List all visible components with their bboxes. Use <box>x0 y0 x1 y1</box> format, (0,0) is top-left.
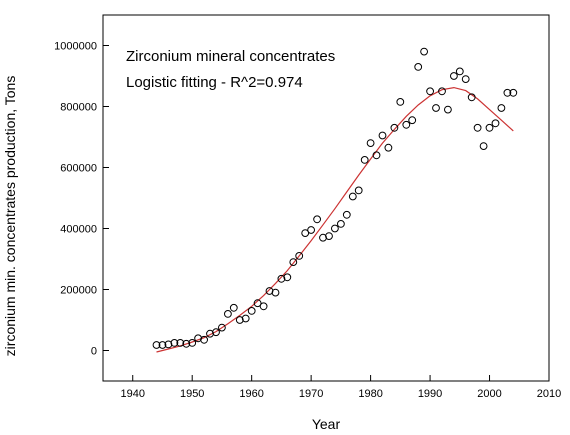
data-point <box>384 143 393 152</box>
data-point <box>253 299 262 308</box>
data-point <box>247 307 256 315</box>
data-point <box>450 72 458 80</box>
data-point <box>432 104 440 112</box>
y-tick-label: 600000 <box>60 163 97 175</box>
data-point <box>372 151 381 160</box>
data-point <box>224 310 232 318</box>
data-point <box>176 339 185 347</box>
data-point <box>313 215 322 224</box>
data-point <box>461 75 470 83</box>
data-point <box>354 186 363 195</box>
data-point <box>152 341 161 349</box>
data-point <box>289 258 298 267</box>
data-point <box>503 88 512 97</box>
data-point <box>271 288 280 297</box>
plot-frame <box>102 14 550 382</box>
data-point <box>485 123 494 132</box>
data-point <box>301 229 310 238</box>
data-point <box>348 192 357 201</box>
scatter-points <box>152 47 518 349</box>
fit-curve <box>156 86 514 353</box>
data-point <box>408 116 417 125</box>
x-tick-label: 1990 <box>418 388 442 400</box>
data-point <box>331 224 339 233</box>
y-tick-label: 1000000 <box>54 41 97 53</box>
data-point <box>366 139 375 148</box>
data-point <box>378 131 387 140</box>
x-tick-label: 1970 <box>299 388 323 400</box>
data-point <box>438 87 446 96</box>
data-point <box>414 63 423 71</box>
data-point <box>158 341 167 349</box>
x-tick-label: 1960 <box>239 388 263 400</box>
data-point <box>188 339 197 347</box>
data-point <box>194 334 203 343</box>
data-point <box>497 104 506 112</box>
data-point <box>426 87 435 96</box>
annotation-line-2: Logistic fitting - R^2=0.974 <box>126 74 303 91</box>
data-point <box>235 316 244 324</box>
y-axis: 0 200000 400000 600000 800000 1000000 <box>54 41 109 358</box>
data-point <box>444 105 452 114</box>
data-point <box>182 339 191 348</box>
data-point <box>164 340 173 349</box>
data-point <box>509 88 518 97</box>
data-point <box>342 210 351 219</box>
data-point <box>325 232 333 241</box>
x-axis: 1940 1950 1960 1970 1980 1990 2000 2010 <box>120 375 561 400</box>
x-tick-label: 2000 <box>477 388 501 400</box>
data-point <box>212 328 220 337</box>
x-tick-label: 2010 <box>537 388 561 400</box>
y-tick-label: 400000 <box>60 224 97 236</box>
data-point <box>455 67 464 76</box>
data-point <box>218 323 226 332</box>
data-point <box>473 123 482 132</box>
data-point <box>295 252 304 260</box>
data-point <box>396 98 405 106</box>
annotation-line-1: Zirconium mineral concentrates <box>126 48 335 65</box>
data-point <box>360 156 369 164</box>
data-point <box>259 302 268 311</box>
data-point <box>467 93 476 102</box>
data-point <box>402 120 411 129</box>
data-point <box>200 335 209 344</box>
data-point <box>307 226 316 234</box>
x-axis-title: Year <box>312 416 341 432</box>
y-tick-label: 0 <box>91 346 97 358</box>
data-point <box>390 123 399 132</box>
data-point <box>206 329 214 338</box>
x-tick-label: 1950 <box>180 388 204 400</box>
data-point <box>241 314 250 323</box>
y-tick-label: 800000 <box>60 102 97 114</box>
data-point <box>491 119 500 128</box>
y-tick-label: 200000 <box>60 285 97 297</box>
data-point <box>337 220 345 228</box>
data-point <box>479 142 488 151</box>
x-tick-label: 1940 <box>120 388 144 400</box>
fit-curve-layer <box>156 86 514 353</box>
data-point <box>283 273 292 282</box>
data-point <box>229 303 238 312</box>
y-axis-title: zirconium min. concentrates production, … <box>2 76 18 357</box>
data-point <box>277 274 286 283</box>
data-point <box>420 47 429 56</box>
x-tick-label: 1980 <box>358 388 382 400</box>
data-point <box>170 339 179 347</box>
